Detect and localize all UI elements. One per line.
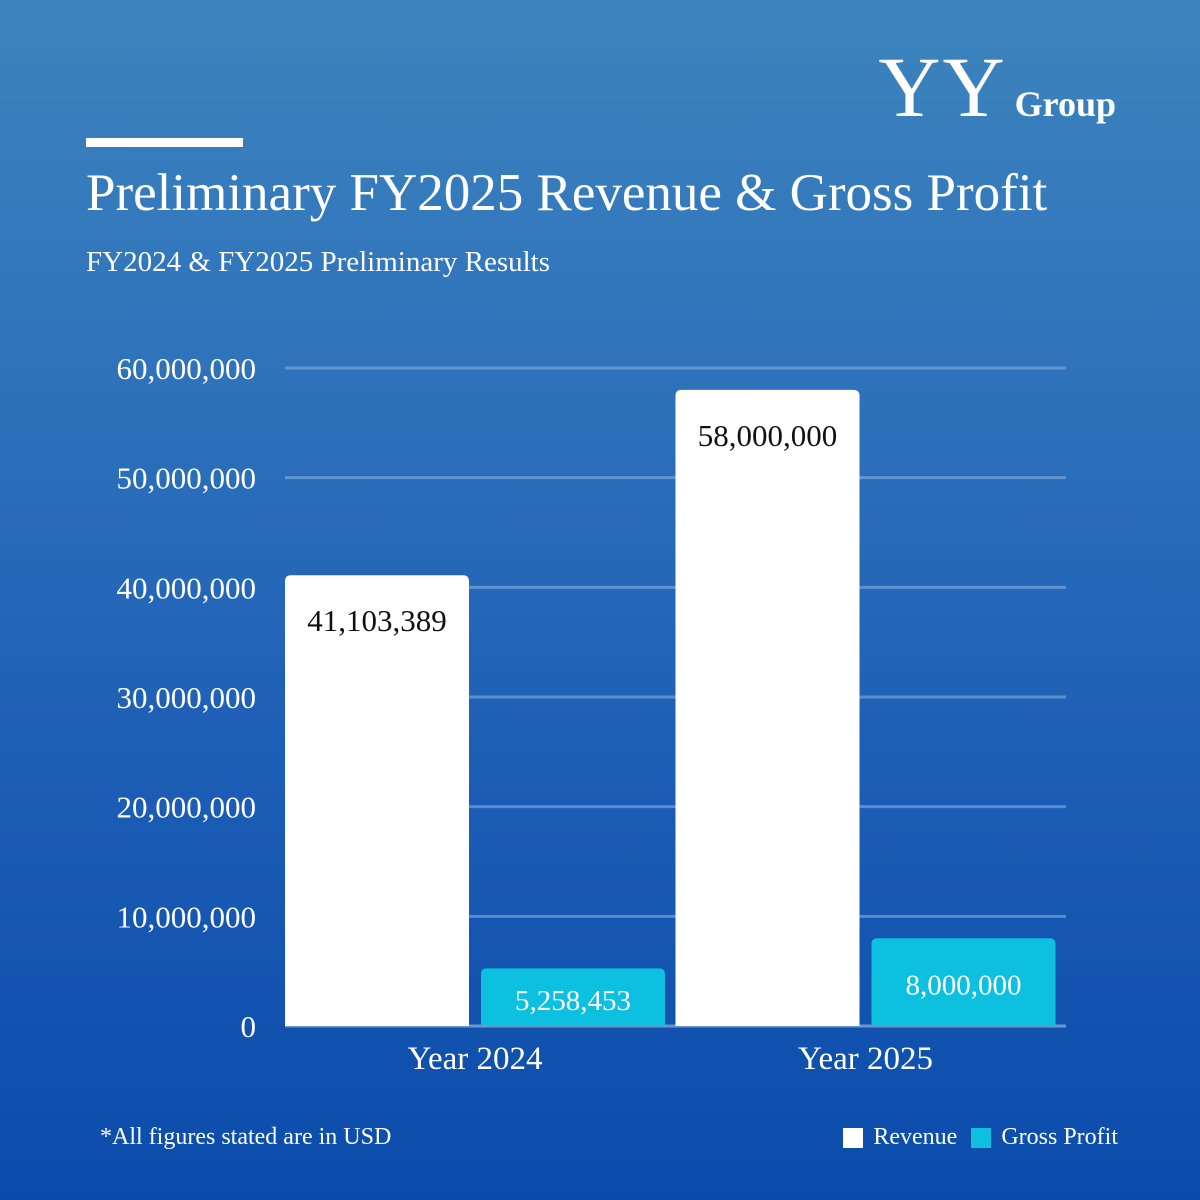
- legend-label-gross-profit: Gross Profit: [1001, 1124, 1118, 1150]
- y-tick-label: 50,000,000: [117, 461, 257, 496]
- legend-swatch-revenue: [843, 1127, 864, 1148]
- y-tick-label: 60,000,000: [117, 351, 257, 386]
- legend-label-revenue: Revenue: [873, 1124, 958, 1150]
- logo-text: Group: [1014, 84, 1116, 124]
- chart-subtitle: FY2024 & FY2025 Preliminary Results: [86, 246, 551, 278]
- bar-gross-profit: [871, 938, 1056, 1026]
- y-tick-label: 30,000,000: [117, 680, 257, 715]
- logo-mark: YY: [878, 39, 1007, 135]
- x-tick-label: Year 2024: [407, 1041, 542, 1077]
- data-label-gross-profit: 5,258,453: [515, 985, 631, 1017]
- company-logo: YY Group: [878, 44, 1116, 130]
- y-tick-label: 20,000,000: [117, 790, 257, 825]
- y-tick-label: 10,000,000: [117, 899, 257, 934]
- data-label-gross-profit: 8,000,000: [906, 969, 1022, 1001]
- title-accent-bar: [86, 138, 243, 147]
- bar-revenue: [285, 575, 469, 1026]
- chart-title: Preliminary FY2025 Revenue & Gross Profi…: [86, 164, 1048, 222]
- currency-footnote: *All figures stated are in USD: [100, 1124, 392, 1150]
- data-label-revenue: 41,103,389: [307, 603, 447, 638]
- bar-revenue: [675, 389, 860, 1026]
- data-label-revenue: 58,000,000: [698, 418, 838, 453]
- y-tick-label: 40,000,000: [117, 570, 257, 605]
- y-tick-label: 0: [241, 1009, 257, 1044]
- x-tick-label: Year 2025: [798, 1041, 933, 1077]
- legend-swatch-gross-profit: [971, 1127, 992, 1148]
- legend-item-revenue: Revenue: [843, 1124, 957, 1151]
- bar-gross-profit: [481, 968, 665, 1026]
- chart-legend: Revenue Gross Profit: [829, 1124, 1118, 1151]
- legend-item-gross-profit: Gross Profit: [971, 1124, 1118, 1151]
